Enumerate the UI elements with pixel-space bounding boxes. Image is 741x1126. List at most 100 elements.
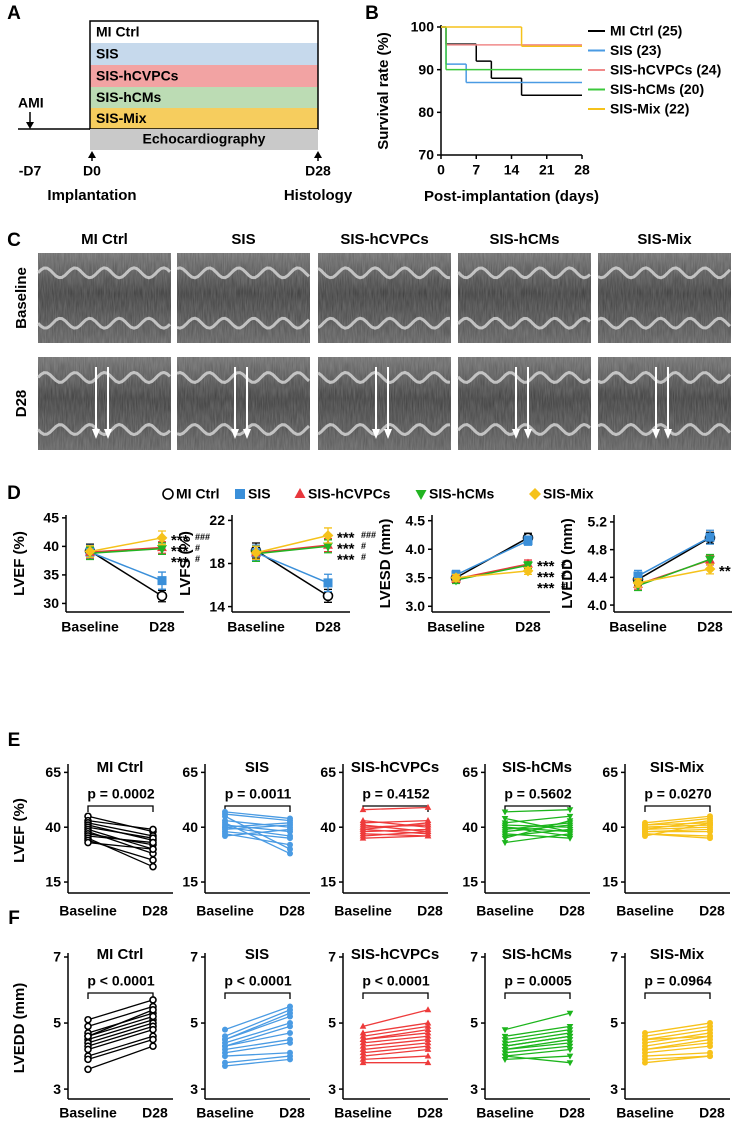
arrow-head <box>231 429 239 439</box>
marker <box>424 1006 432 1013</box>
x-tick-label: D28 <box>559 1105 585 1121</box>
paired-line <box>362 1025 429 1037</box>
marker <box>84 1065 92 1074</box>
marker <box>566 829 574 836</box>
marker <box>424 1059 432 1066</box>
arrow-head <box>652 429 660 439</box>
marker <box>642 832 648 839</box>
group-name: SIS <box>96 46 119 62</box>
p-value: p = 0.0270 <box>644 786 712 802</box>
paired-line <box>644 1052 711 1057</box>
marker <box>566 1037 574 1044</box>
y-axis-label: Survival rate (%) <box>375 32 392 150</box>
marker <box>287 835 293 842</box>
significance-hashes: # <box>361 552 366 562</box>
x-tick-label: D28 <box>417 1105 443 1121</box>
marker <box>566 1047 574 1054</box>
marker <box>501 1040 509 1047</box>
marker <box>566 1023 574 1030</box>
echo-texture <box>458 357 591 450</box>
marker <box>359 1035 367 1042</box>
arrow-head <box>26 122 34 129</box>
y-axis-label: LVEDD (mm) <box>11 983 28 1074</box>
paired-line <box>224 833 291 846</box>
y-axis-label: LVESD (mm) <box>377 519 394 609</box>
y-tick-label: 7 <box>53 949 61 965</box>
y-tick-label: 7 <box>328 949 336 965</box>
chart-title: SIS-Mix <box>650 946 705 963</box>
marker <box>222 1062 228 1069</box>
p-value: p = 0.0964 <box>644 973 712 989</box>
day-label: -D7 <box>19 163 42 179</box>
y-tick-label: 3 <box>470 1081 478 1097</box>
y-tick-label: 5 <box>190 1015 198 1031</box>
paired-line <box>504 809 571 813</box>
marker <box>566 1027 574 1034</box>
paired-line <box>362 828 429 835</box>
paired-line <box>87 837 154 868</box>
marker <box>149 1042 157 1050</box>
y-tick-label: 3 <box>190 1081 198 1097</box>
series-line <box>455 539 529 576</box>
paired-line <box>504 833 571 844</box>
marker <box>287 850 293 857</box>
marker <box>424 1029 432 1036</box>
y-axis-label: LVEF (%) <box>11 798 28 863</box>
y-tick-label: 4.0 <box>406 541 426 557</box>
paired-line <box>644 1055 711 1064</box>
significance-hashes: # <box>561 580 566 590</box>
paired-line <box>504 1055 571 1064</box>
marker <box>359 1029 367 1036</box>
marker <box>359 834 367 841</box>
significance-hashes: # <box>561 569 566 579</box>
marker <box>287 1056 293 1063</box>
marker <box>501 824 509 831</box>
chart-title: MI Ctrl <box>97 946 144 963</box>
marker <box>359 1049 367 1056</box>
marker <box>501 809 509 816</box>
legend-label: SIS-Mix <box>543 486 594 502</box>
paired-line <box>87 1025 154 1047</box>
x-tick-label: D28 <box>149 619 175 635</box>
bracket <box>87 805 154 812</box>
paired-line <box>87 1029 154 1051</box>
marker <box>707 828 713 835</box>
marker <box>566 822 574 829</box>
marker <box>566 1030 574 1037</box>
marker <box>287 819 293 826</box>
y-tick-label: 35 <box>43 567 59 583</box>
chart-title: SIS-Mix <box>650 759 705 776</box>
x-tick-label: 7 <box>472 162 480 178</box>
day-label: D28 <box>305 163 331 179</box>
marker <box>222 1036 228 1043</box>
marker <box>84 546 96 557</box>
y-tick-label: 65 <box>45 764 61 780</box>
marker <box>157 576 167 586</box>
event-name: Histology <box>284 187 353 204</box>
paired-line <box>504 1025 571 1037</box>
echo-texture <box>318 253 451 343</box>
paired-line <box>504 826 571 833</box>
echo-wall <box>176 266 311 280</box>
marker <box>632 577 644 589</box>
echo-wall <box>317 266 451 280</box>
marker <box>287 1010 293 1017</box>
arrow-head <box>524 429 532 439</box>
p-value: p = 0.4152 <box>362 786 430 802</box>
chart-title: SIS <box>245 946 269 963</box>
x-tick-label: Baseline <box>616 903 674 919</box>
paired-line <box>224 1058 291 1067</box>
marker <box>501 835 509 842</box>
chart-title: MI Ctrl <box>97 759 144 776</box>
p-value: p = 0.5602 <box>504 786 572 802</box>
y-tick-label: 40 <box>182 819 198 835</box>
panel-label: E <box>8 730 21 751</box>
paired-line <box>362 1055 429 1061</box>
marker <box>566 813 574 820</box>
y-tick-label: 15 <box>320 874 336 890</box>
paired-line <box>504 817 571 833</box>
legend-label: SIS-hCVPCs (24) <box>610 62 721 78</box>
x-tick-label: D28 <box>699 1105 725 1121</box>
marker <box>424 1035 432 1042</box>
